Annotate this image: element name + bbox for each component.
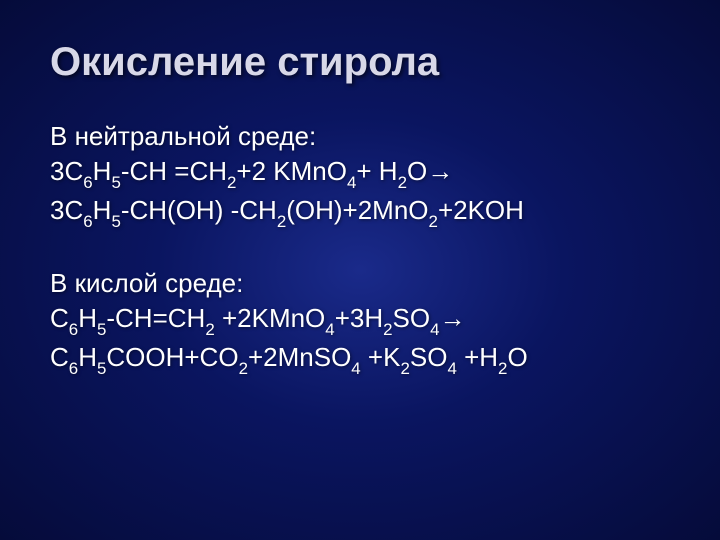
equation-line: 3C6H5-CH =CH2+2 KMnO4+ H2O→ xyxy=(50,154,670,193)
equation-line: C6H5-CH=CH2 +2KMnO4+3H2SO4→ xyxy=(50,301,670,340)
equation-line: C6H5COOH+CO2+2MnSO4 +K2SO4 +H2O xyxy=(50,340,670,379)
section-heading: В кислой среде: xyxy=(50,266,670,301)
slide-title: Окисление стирола xyxy=(50,40,670,85)
equation-line: 3C6H5-CH(OH) -CH2(OH)+2MnO2+2KOH xyxy=(50,193,670,232)
section-heading: В нейтральной среде: xyxy=(50,119,670,154)
slide-body: В нейтральной среде:3C6H5-CH =CH2+2 KMnO… xyxy=(50,119,670,379)
